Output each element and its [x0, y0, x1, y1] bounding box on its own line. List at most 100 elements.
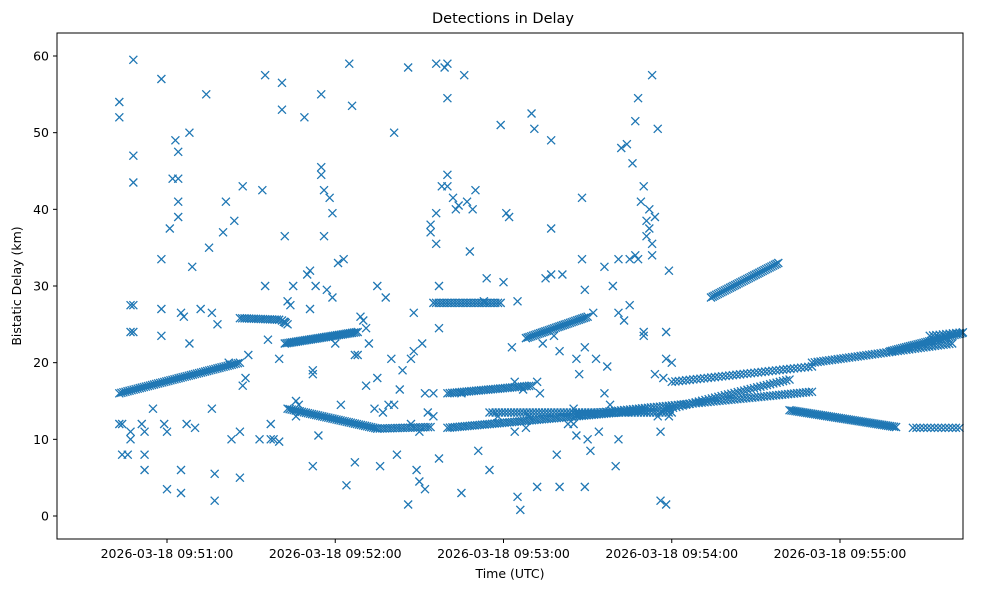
data-point — [126, 427, 136, 437]
data-point — [162, 427, 172, 437]
data-point — [688, 375, 698, 384]
data-point — [322, 285, 332, 295]
data-point — [768, 379, 778, 388]
data-point — [302, 270, 312, 279]
data-point — [947, 339, 957, 348]
data-point — [403, 63, 413, 72]
chart-title: Detections in Delay — [432, 11, 574, 27]
data-point — [227, 434, 236, 444]
data-point — [213, 319, 222, 329]
y-tick-label: 60 — [33, 49, 49, 64]
data-point — [156, 74, 166, 84]
data-point — [710, 372, 720, 382]
data-point — [933, 423, 943, 433]
y-tick-label: 30 — [33, 279, 49, 294]
data-point — [619, 316, 629, 325]
data-point — [126, 434, 136, 444]
data-point — [442, 181, 452, 191]
data-point — [266, 419, 276, 429]
data-point — [235, 427, 245, 437]
data-point — [804, 387, 814, 397]
data-point — [173, 197, 183, 207]
data-point — [389, 400, 399, 410]
data-point — [513, 492, 522, 502]
x-tick-label: 2026-03-18 09:51:00 — [101, 546, 234, 561]
data-point — [137, 419, 147, 429]
data-point — [513, 296, 522, 306]
data-point — [395, 385, 405, 394]
data-point — [305, 266, 315, 276]
data-point — [707, 393, 717, 403]
data-point — [889, 422, 899, 432]
data-point — [336, 400, 346, 410]
data-point — [667, 377, 677, 387]
data-point — [710, 393, 720, 403]
data-point — [128, 327, 138, 337]
data-point — [170, 135, 180, 145]
data-point — [577, 254, 587, 264]
data-point — [527, 109, 537, 118]
data-point — [165, 224, 175, 233]
data-point — [782, 364, 792, 374]
data-point — [789, 364, 799, 373]
data-point — [955, 423, 965, 433]
data-point — [759, 381, 769, 391]
data-point — [162, 484, 172, 494]
data-point — [280, 317, 290, 327]
data-point — [140, 450, 150, 460]
data-point — [764, 366, 774, 376]
data-point — [255, 434, 264, 444]
data-point — [316, 170, 326, 180]
data-point — [280, 231, 290, 241]
data-point — [583, 434, 593, 444]
data-point — [327, 208, 337, 218]
data-point — [642, 231, 651, 241]
data-point — [330, 339, 340, 348]
data-point — [580, 285, 590, 295]
data-point — [468, 204, 478, 214]
x-tick-label: 2026-03-18 09:53:00 — [437, 546, 570, 561]
data-point — [700, 395, 710, 405]
data-point — [743, 385, 752, 395]
data-point — [891, 422, 901, 432]
data-point — [532, 377, 542, 387]
data-point — [156, 304, 166, 314]
y-tick-label: 0 — [41, 509, 49, 524]
data-point — [762, 380, 772, 390]
data-point — [305, 304, 315, 314]
data-point — [434, 323, 444, 333]
data-point — [614, 434, 623, 444]
data-point — [126, 327, 136, 337]
data-point — [291, 411, 301, 421]
data-point — [605, 400, 615, 410]
data-point — [616, 143, 626, 153]
data-point — [423, 408, 433, 417]
data-point — [647, 250, 657, 260]
data-point — [266, 434, 276, 444]
data-point — [611, 461, 621, 471]
data-point — [515, 505, 525, 515]
data-point — [263, 335, 273, 345]
data-point — [316, 89, 326, 99]
data-point — [775, 365, 785, 375]
data-point — [591, 354, 601, 364]
data-point — [277, 105, 287, 115]
data-point — [381, 293, 391, 302]
data-point — [364, 339, 374, 348]
data-point — [647, 239, 657, 249]
data-point — [308, 461, 318, 471]
data-point — [375, 461, 385, 471]
data-point — [473, 446, 483, 456]
data-point — [117, 419, 127, 429]
data-point — [510, 427, 520, 437]
data-point — [207, 404, 217, 414]
data-point — [350, 457, 360, 467]
data-point — [406, 354, 416, 364]
data-point — [739, 369, 749, 379]
data-point — [398, 365, 408, 375]
data-point — [470, 185, 480, 195]
data-point — [274, 437, 284, 447]
data-point — [479, 296, 489, 306]
data-point — [414, 427, 424, 437]
data-point — [937, 423, 947, 433]
